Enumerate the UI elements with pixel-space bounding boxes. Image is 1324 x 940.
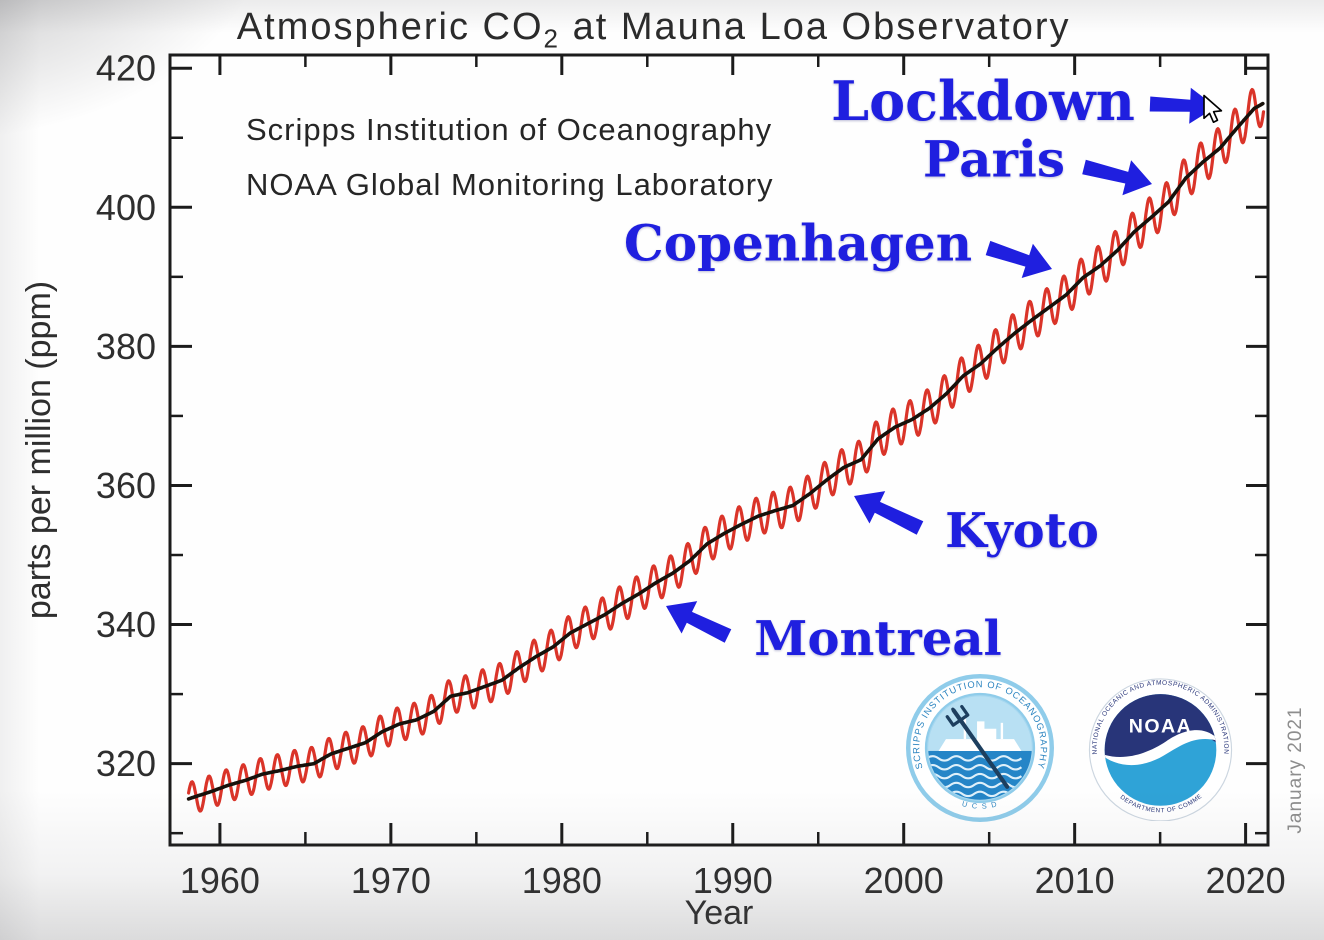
plot-axes: 320 340 360 380 400 420 1960 1970 1980 1990 2000 20… [20, 48, 1286, 932]
credit-scripps: Scripps Institution of Oceanography [246, 112, 773, 147]
x-tick-label: 1990 [693, 860, 773, 901]
credit-noaa: NOAA Global Monitoring Laboratory [246, 167, 774, 202]
y-tick-label: 380 [96, 326, 156, 367]
scripps-logo: SCRIPPS INSTITUTION OF OCEANOGRAPHY U C … [906, 674, 1054, 822]
y-tick-label: 360 [96, 465, 156, 506]
chart-title-text-2: at Mauna Loa Observatory [560, 6, 1071, 48]
mouse-cursor [1203, 94, 1223, 124]
x-axis-label: Year [685, 894, 754, 932]
y-tick-label: 340 [96, 604, 156, 645]
x-tick-label: 2010 [1035, 860, 1115, 901]
plot-curves [186, 88, 1266, 813]
y-tick-label: 400 [96, 187, 156, 228]
noaa-seagull [1104, 730, 1217, 766]
y-tick-label: 420 [96, 48, 156, 89]
chart-title: Atmospheric CO2 at Mauna Loa Observatory [237, 6, 1071, 55]
y-tick-label: 320 [96, 743, 156, 784]
noaa-emblem [1104, 694, 1217, 806]
chart-title-subscript: 2 [543, 23, 561, 54]
scripps-ucsd-text: U C S D [961, 799, 999, 811]
scripps-trident [945, 704, 1010, 789]
x-tick-label: 2000 [864, 860, 944, 901]
noaa-sky [1104, 694, 1217, 763]
noaa-logo: NOAA NATIONAL OCEANIC AND ATMOSPHERIC AD… [1088, 676, 1233, 821]
axis-box [168, 53, 1270, 847]
annotation-arrow-kyoto [854, 491, 924, 535]
x-tick-label: 2020 [1206, 860, 1286, 901]
annotation-arrow-lockdown [1149, 87, 1216, 124]
x-tick-label: 1970 [351, 860, 431, 901]
y-axis-label: parts per million (ppm) [20, 281, 58, 619]
x-tick-label: 1980 [522, 860, 602, 901]
annotation-arrow-copenhagen [985, 240, 1052, 278]
noaa-wordmark: NOAA [1129, 716, 1192, 738]
x-tick-label: 1960 [180, 860, 260, 901]
trend-co2-line [186, 101, 1265, 801]
chart-title-text: Atmospheric CO [236, 6, 544, 48]
annotation-arrows [666, 87, 1216, 643]
annotation-arrow-paris [1082, 159, 1152, 196]
annotation-arrow-montreal [666, 601, 732, 643]
